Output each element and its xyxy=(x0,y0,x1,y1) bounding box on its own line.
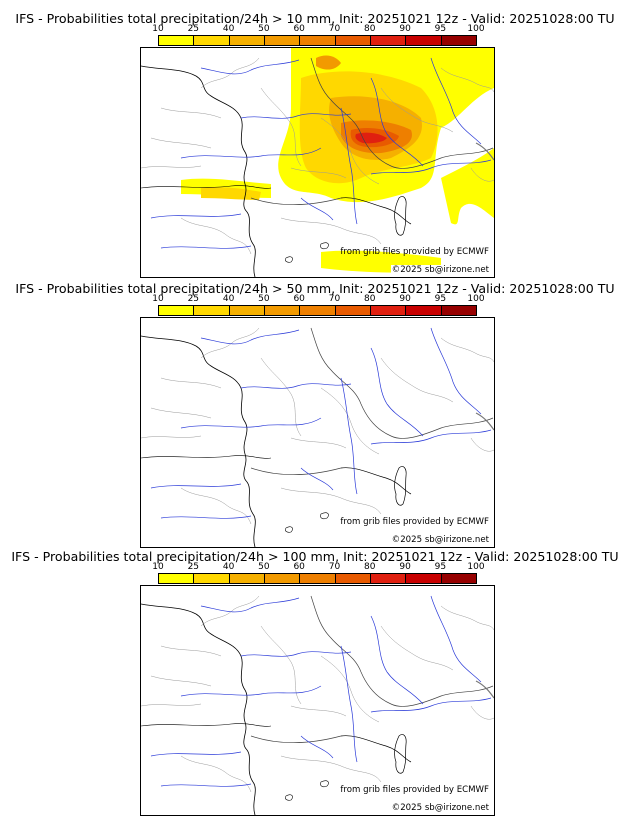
panel-title: IFS - Probabilities total precipitation/… xyxy=(11,549,619,564)
legend-swatch xyxy=(370,306,407,315)
legend-swatch xyxy=(300,306,336,315)
legend-swatch xyxy=(300,36,336,45)
legend-swatch xyxy=(406,36,442,45)
legend-ticks: 10 25 40 50 60 70 80 90 95 100 xyxy=(152,562,484,572)
precip-map: from grib files provided by ECMWF ©2025 … xyxy=(140,47,495,278)
copyright-credit: ©2025 sb@irizone.net xyxy=(390,803,490,813)
legend-swatch xyxy=(370,574,407,583)
map-canvas xyxy=(141,595,494,815)
legend-swatch xyxy=(159,574,195,583)
source-credit: from grib files provided by ECMWF xyxy=(340,247,489,257)
legend-tick: 80 xyxy=(364,562,376,572)
legend-tick: 25 xyxy=(187,24,200,34)
legend-tick: 100 xyxy=(467,24,485,34)
legend-ticks: 10 25 40 50 60 70 80 90 95 100 xyxy=(152,294,484,304)
legend-tick: 70 xyxy=(328,24,341,34)
legend-colorbar xyxy=(158,573,477,584)
legend-tick: 70 xyxy=(328,294,341,304)
legend-swatch xyxy=(194,36,230,45)
copyright-credit: ©2025 sb@irizone.net xyxy=(390,535,490,545)
source-credit: from grib files provided by ECMWF xyxy=(340,785,489,795)
legend-swatch xyxy=(159,306,195,315)
legend-swatch xyxy=(335,306,371,315)
legend-swatch xyxy=(441,574,476,583)
legend-tick: 100 xyxy=(467,562,485,572)
panel-title: IFS - Probabilities total precipitation/… xyxy=(15,281,615,296)
legend-colorbar xyxy=(158,35,477,46)
legend-tick: 50 xyxy=(258,294,270,304)
legend-swatch xyxy=(441,306,476,315)
panel-100mm: IFS - Probabilities total precipitation/… xyxy=(0,538,630,828)
panel-50mm: IFS - Probabilities total precipitation/… xyxy=(0,270,630,548)
legend-swatch xyxy=(264,306,301,315)
legend-swatch xyxy=(229,36,265,45)
legend-tick: 25 xyxy=(187,294,200,304)
legend-tick: 90 xyxy=(399,294,411,304)
legend-tick: 10 xyxy=(152,562,164,572)
precip-map: from grib files provided by ECMWF ©2025 … xyxy=(140,317,495,548)
probability-field xyxy=(181,48,494,273)
legend-ticks: 10 25 40 50 60 70 80 90 95 100 xyxy=(152,24,484,34)
legend-tick: 40 xyxy=(222,562,235,572)
legend-tick: 10 xyxy=(152,24,164,34)
legend-swatch xyxy=(406,574,442,583)
legend-swatch xyxy=(194,306,230,315)
legend-tick: 60 xyxy=(293,294,305,304)
legend-swatch xyxy=(335,36,371,45)
legend-swatch xyxy=(229,306,265,315)
legend-tick: 80 xyxy=(364,294,376,304)
legend-tick: 60 xyxy=(293,562,305,572)
precip-map: from grib files provided by ECMWF ©2025 … xyxy=(140,585,495,816)
legend-tick: 60 xyxy=(293,24,305,34)
panel-10mm: IFS - Probabilities total precipitation/… xyxy=(0,0,630,278)
legend-tick: 90 xyxy=(399,562,411,572)
legend-tick: 90 xyxy=(399,24,411,34)
map-canvas xyxy=(141,327,494,547)
legend-tick: 95 xyxy=(434,24,447,34)
panel-title: IFS - Probabilities total precipitation/… xyxy=(15,11,615,26)
legend-tick: 50 xyxy=(258,24,270,34)
legend-tick: 80 xyxy=(364,24,376,34)
legend-tick: 40 xyxy=(222,294,235,304)
legend-tick: 10 xyxy=(152,294,164,304)
map-canvas xyxy=(141,48,494,277)
legend-tick: 95 xyxy=(434,294,447,304)
legend-swatch xyxy=(194,574,230,583)
legend-tick: 95 xyxy=(434,562,447,572)
legend-tick: 70 xyxy=(328,562,341,572)
legend-tick: 100 xyxy=(467,294,485,304)
legend-swatch xyxy=(406,306,442,315)
legend-tick: 25 xyxy=(187,562,200,572)
legend-swatch xyxy=(335,574,371,583)
legend-swatch xyxy=(264,36,301,45)
source-credit: from grib files provided by ECMWF xyxy=(340,517,489,527)
legend-swatch xyxy=(229,574,265,583)
legend-swatch xyxy=(300,574,336,583)
legend-swatch xyxy=(159,36,195,45)
legend-colorbar xyxy=(158,305,477,316)
legend-tick: 40 xyxy=(222,24,235,34)
legend-tick: 50 xyxy=(258,562,270,572)
legend-swatch xyxy=(264,574,301,583)
legend-swatch xyxy=(441,36,476,45)
copyright-credit: ©2025 sb@irizone.net xyxy=(390,265,490,275)
legend-swatch xyxy=(370,36,407,45)
